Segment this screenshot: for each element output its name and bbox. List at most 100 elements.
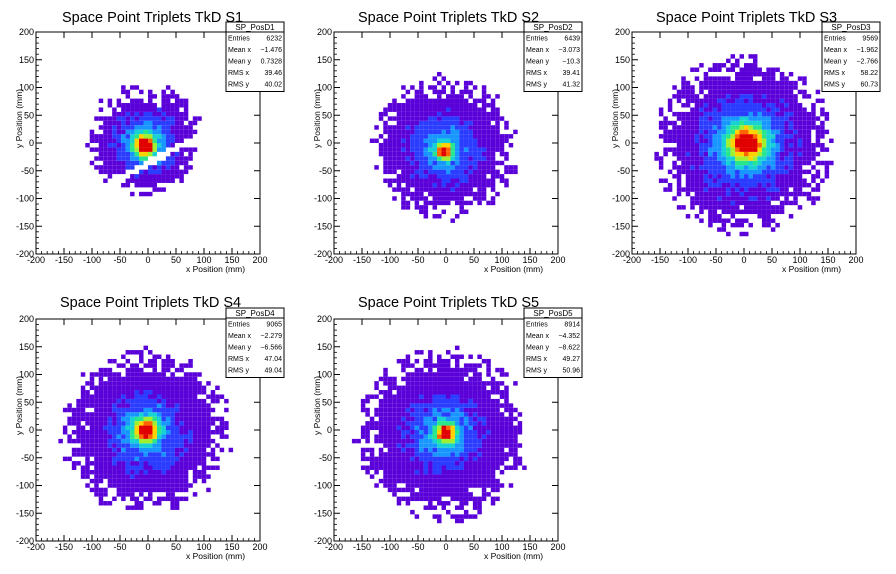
heatmap-cell — [432, 85, 438, 90]
heatmap-cell — [699, 103, 704, 108]
heatmap-cell — [468, 416, 473, 422]
heatmap-cell — [152, 394, 157, 399]
heatmap-cell — [165, 367, 171, 373]
heatmap-cell — [815, 174, 821, 179]
heatmap-cell — [654, 156, 659, 161]
heatmap-cell — [779, 143, 785, 148]
heatmap-cell — [658, 156, 664, 161]
heatmap-cell — [779, 174, 785, 179]
heatmap-cell — [779, 76, 785, 81]
heatmap-cell — [125, 178, 131, 183]
heatmap-cell — [428, 452, 433, 457]
heatmap-cell — [174, 505, 180, 510]
heatmap-cell — [98, 403, 104, 408]
heatmap-cell — [170, 452, 175, 457]
heatmap-cell — [658, 160, 664, 166]
heatmap-cell — [125, 487, 131, 493]
heatmap-cell — [165, 403, 171, 408]
heatmap-cell — [197, 403, 202, 408]
heatmap-cell — [788, 125, 794, 130]
heatmap-cell — [463, 398, 469, 404]
heatmap-cell — [748, 182, 753, 188]
heatmap-cell — [481, 403, 487, 408]
heatmap-cell — [721, 182, 727, 188]
heatmap-cell — [58, 438, 63, 444]
heatmap-cell — [396, 438, 402, 444]
heatmap-cell — [148, 138, 153, 143]
heatmap-cell — [85, 465, 90, 470]
heatmap-cell — [188, 129, 193, 135]
heatmap-cell — [414, 98, 420, 104]
heatmap-cell — [811, 174, 816, 179]
heatmap-cell — [188, 390, 193, 395]
heatmap-cell — [699, 187, 704, 192]
heatmap-cell — [784, 120, 789, 126]
heatmap-cell — [103, 367, 108, 373]
stats-row-label: RMS y — [228, 82, 250, 89]
heatmap-cell — [437, 416, 442, 422]
heatmap-cell — [744, 196, 749, 201]
heatmap-cell — [134, 147, 140, 152]
heatmap-cell — [170, 447, 175, 453]
heatmap-cell — [739, 218, 744, 223]
heatmap-cell — [459, 169, 464, 175]
heatmap-cell — [788, 111, 794, 117]
heatmap-cell — [401, 160, 406, 166]
heatmap-cell — [197, 469, 202, 475]
heatmap-cell — [437, 160, 442, 166]
heatmap-cell — [490, 134, 496, 139]
heatmap-cell — [450, 98, 455, 104]
heatmap-cell — [378, 151, 384, 157]
heatmap-cell — [721, 76, 727, 81]
heatmap-cell — [103, 169, 108, 175]
heatmap-cell — [174, 125, 180, 130]
heatmap-cell — [401, 120, 406, 126]
heatmap-cell — [681, 138, 686, 143]
heatmap-cell — [80, 390, 86, 395]
heatmap-cell — [219, 394, 225, 399]
heatmap-cell — [116, 394, 122, 399]
heatmap-cell — [815, 129, 821, 135]
heatmap-cell — [125, 116, 131, 121]
heatmap-cell — [188, 134, 193, 139]
heatmap-cell — [134, 447, 140, 453]
heatmap-cell — [477, 116, 482, 121]
heatmap-cell — [761, 94, 767, 99]
heatmap-cell — [721, 191, 727, 197]
heatmap-cell — [156, 487, 162, 493]
heatmap-cell — [143, 412, 148, 417]
heatmap-cell — [459, 196, 464, 201]
y-axis-title: y Position (mm) — [14, 376, 24, 435]
heatmap-cell — [392, 376, 397, 382]
heatmap-cell — [441, 174, 446, 179]
heatmap-cell — [392, 178, 397, 183]
heatmap-cell — [134, 376, 140, 382]
heatmap-cell — [806, 147, 812, 152]
heatmap-cell — [726, 174, 731, 179]
heatmap-cell — [174, 381, 180, 386]
heatmap-cell — [183, 103, 189, 108]
heatmap-cell — [410, 85, 415, 90]
heatmap-cell — [446, 196, 451, 201]
heatmap-cell — [139, 134, 144, 139]
heatmap-cell — [112, 434, 117, 439]
heatmap-cell — [454, 398, 460, 404]
heatmap-cell — [811, 156, 816, 161]
heatmap-cell — [116, 447, 122, 453]
heatmap-cell — [504, 430, 509, 435]
heatmap-cell — [450, 465, 455, 470]
heatmap-cell — [454, 196, 460, 201]
heatmap-cell — [432, 443, 438, 448]
heatmap-cell — [459, 398, 464, 404]
heatmap-cell — [761, 85, 767, 90]
heatmap-cell — [685, 156, 691, 161]
heatmap-cell — [396, 474, 402, 479]
heatmap-cell — [463, 363, 469, 368]
heatmap-cell — [103, 147, 108, 152]
heatmap-cell — [414, 116, 420, 121]
heatmap-cell — [793, 196, 798, 201]
heatmap-cell — [726, 200, 731, 206]
heatmap-cell — [365, 434, 370, 439]
heatmap-cell — [387, 425, 393, 430]
heatmap-cell — [387, 103, 393, 108]
